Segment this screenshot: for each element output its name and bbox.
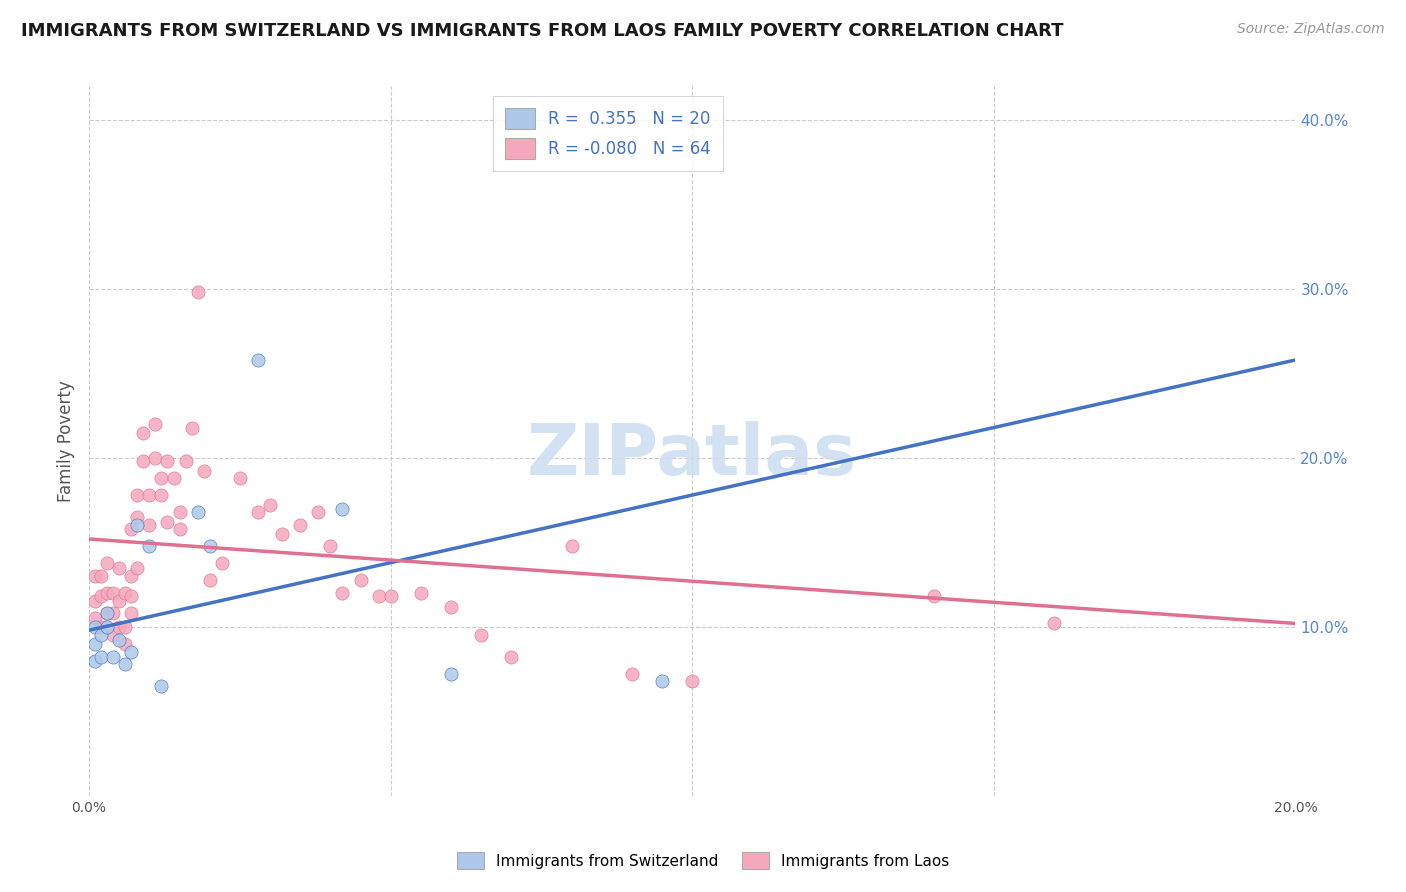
Point xyxy=(470,628,492,642)
Point xyxy=(90,628,112,642)
Point xyxy=(96,607,118,621)
Point xyxy=(96,586,118,600)
Point xyxy=(922,590,945,604)
Legend: Immigrants from Switzerland, Immigrants from Laos: Immigrants from Switzerland, Immigrants … xyxy=(450,846,956,875)
Text: Source: ZipAtlas.com: Source: ZipAtlas.com xyxy=(1237,22,1385,37)
Point xyxy=(150,679,173,693)
Point xyxy=(108,560,131,574)
Point xyxy=(90,590,112,604)
Point xyxy=(380,590,402,604)
Legend: R =  0.355   N = 20, R = -0.080   N = 64: R = 0.355 N = 20, R = -0.080 N = 64 xyxy=(494,96,723,170)
Point xyxy=(681,673,703,688)
Point xyxy=(84,620,107,634)
Point xyxy=(246,353,269,368)
Point xyxy=(169,522,191,536)
Point xyxy=(367,590,389,604)
Point xyxy=(1043,616,1066,631)
Point xyxy=(127,510,149,524)
Y-axis label: Family Poverty: Family Poverty xyxy=(58,380,75,502)
Point xyxy=(319,539,342,553)
Point xyxy=(120,569,142,583)
Point xyxy=(193,465,215,479)
Point xyxy=(108,594,131,608)
Point xyxy=(90,620,112,634)
Point xyxy=(651,673,673,688)
Point xyxy=(162,471,184,485)
Point xyxy=(187,285,209,300)
Point xyxy=(501,650,523,665)
Point xyxy=(561,539,583,553)
Point xyxy=(180,420,202,434)
Point xyxy=(127,518,149,533)
Point xyxy=(96,556,118,570)
Point xyxy=(174,454,197,468)
Point xyxy=(156,454,179,468)
Point xyxy=(211,556,233,570)
Point xyxy=(409,586,432,600)
Point xyxy=(150,471,173,485)
Point xyxy=(271,527,294,541)
Point xyxy=(145,417,167,431)
Point xyxy=(120,590,142,604)
Point xyxy=(120,522,142,536)
Point xyxy=(290,518,312,533)
Point xyxy=(332,586,354,600)
Point xyxy=(103,650,125,665)
Point xyxy=(103,586,125,600)
Point xyxy=(108,620,131,634)
Point xyxy=(150,488,173,502)
Point xyxy=(259,498,281,512)
Point xyxy=(103,628,125,642)
Point xyxy=(120,645,142,659)
Point xyxy=(108,633,131,648)
Point xyxy=(138,518,160,533)
Text: ZIPatlas: ZIPatlas xyxy=(527,421,858,490)
Point xyxy=(127,488,149,502)
Point xyxy=(84,569,107,583)
Point xyxy=(114,637,136,651)
Point xyxy=(620,667,643,681)
Point xyxy=(198,539,221,553)
Point xyxy=(332,501,354,516)
Point xyxy=(132,425,155,440)
Point xyxy=(84,594,107,608)
Point xyxy=(114,620,136,634)
Point xyxy=(114,586,136,600)
Point xyxy=(246,505,269,519)
Point xyxy=(229,471,252,485)
Point xyxy=(138,539,160,553)
Point xyxy=(198,573,221,587)
Point xyxy=(84,611,107,625)
Point xyxy=(127,560,149,574)
Point xyxy=(90,650,112,665)
Point xyxy=(114,657,136,671)
Text: IMMIGRANTS FROM SWITZERLAND VS IMMIGRANTS FROM LAOS FAMILY POVERTY CORRELATION C: IMMIGRANTS FROM SWITZERLAND VS IMMIGRANT… xyxy=(21,22,1063,40)
Point xyxy=(96,620,118,634)
Point xyxy=(156,515,179,529)
Point xyxy=(187,505,209,519)
Point xyxy=(96,607,118,621)
Point xyxy=(132,454,155,468)
Point xyxy=(145,450,167,465)
Point xyxy=(138,488,160,502)
Point xyxy=(440,667,463,681)
Point xyxy=(84,637,107,651)
Point xyxy=(307,505,329,519)
Point xyxy=(169,505,191,519)
Point xyxy=(440,599,463,614)
Point xyxy=(84,654,107,668)
Point xyxy=(349,573,371,587)
Point xyxy=(90,569,112,583)
Point xyxy=(103,607,125,621)
Point xyxy=(120,607,142,621)
